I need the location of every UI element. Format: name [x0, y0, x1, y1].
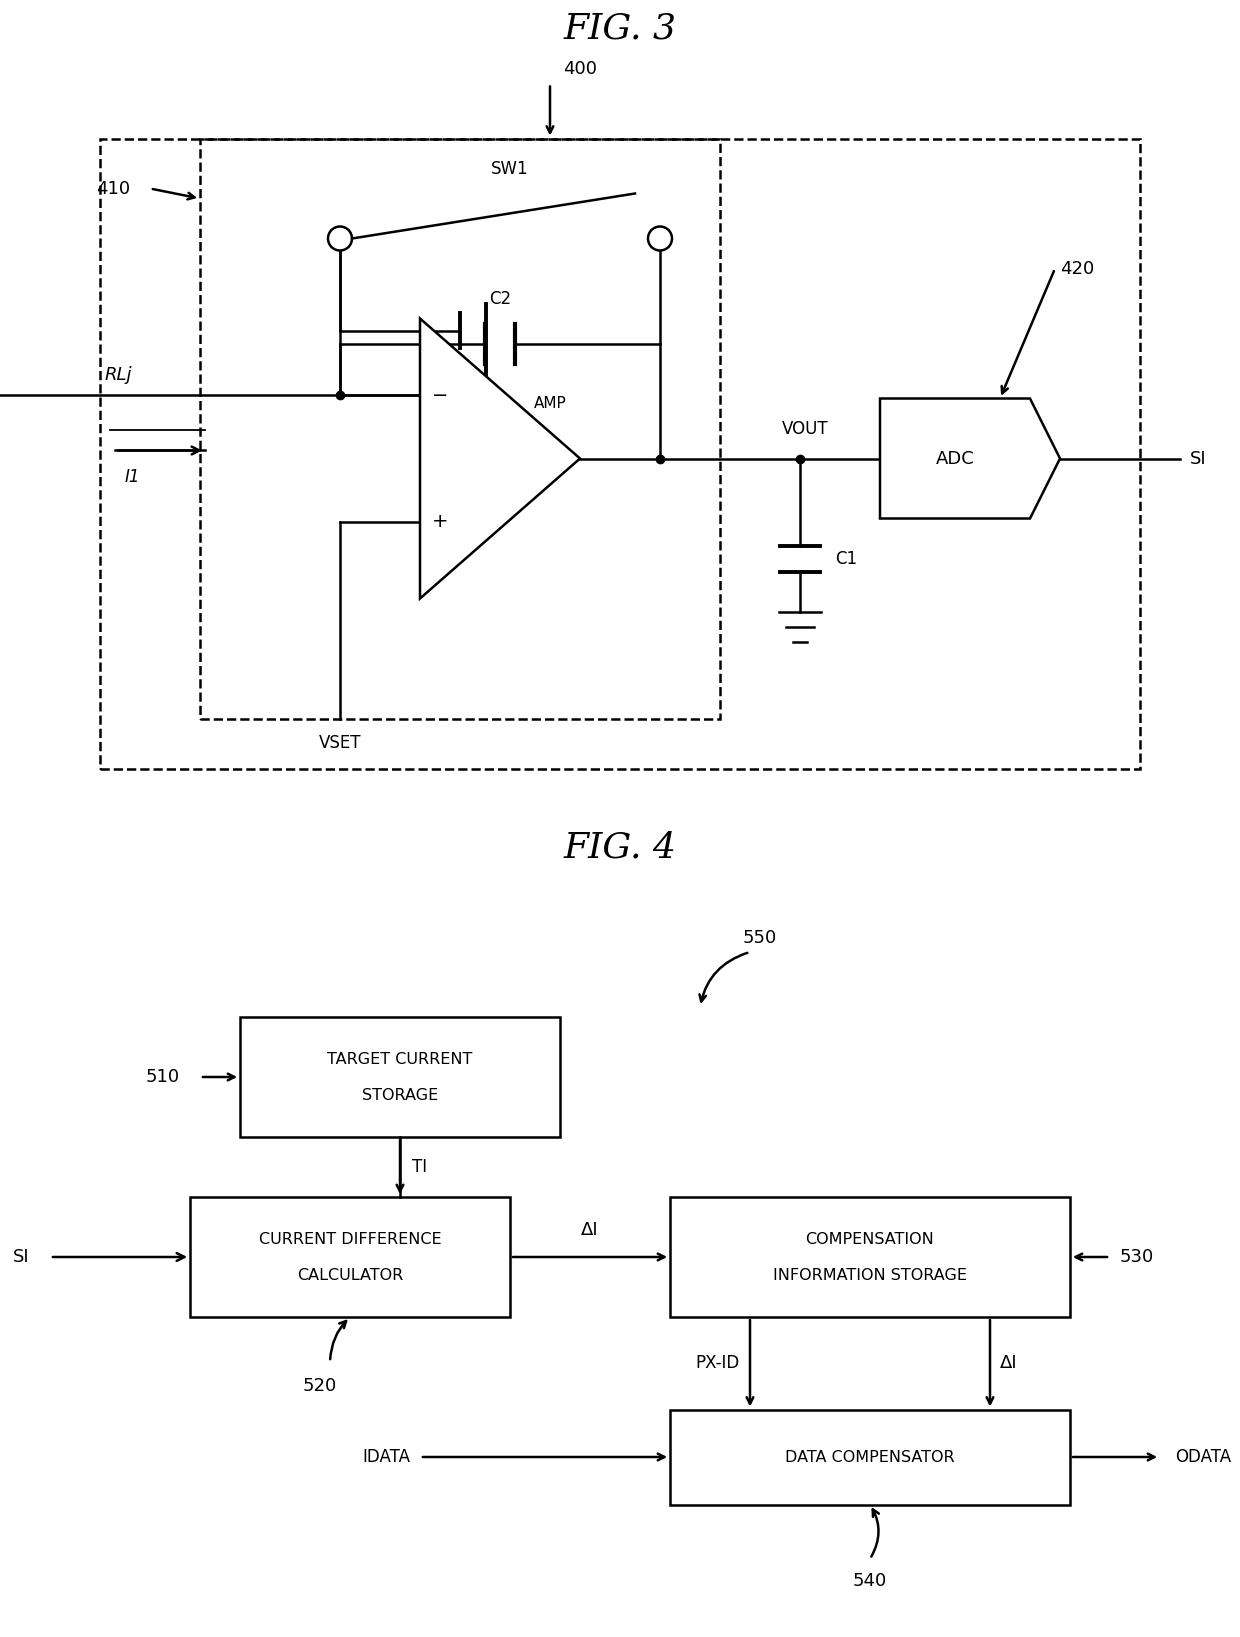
Text: 510: 510 [146, 1067, 180, 1085]
Polygon shape [420, 319, 580, 599]
Bar [190, 1197, 510, 1318]
Text: 550: 550 [743, 930, 777, 946]
Text: 420: 420 [1060, 260, 1094, 278]
Text: CURRENT DIFFERENCE: CURRENT DIFFERENCE [259, 1231, 441, 1246]
Text: VOUT: VOUT [781, 421, 828, 439]
Text: COMPENSATION: COMPENSATION [806, 1231, 935, 1246]
Text: 410: 410 [95, 180, 130, 198]
Text: 530: 530 [1120, 1247, 1154, 1265]
Text: AMP: AMP [533, 396, 567, 411]
Text: PX-ID: PX-ID [696, 1354, 740, 1372]
Text: −: − [432, 386, 448, 404]
Text: 520: 520 [303, 1377, 337, 1395]
Text: SI: SI [14, 1247, 30, 1265]
Text: ΔI: ΔI [582, 1221, 599, 1239]
Text: ΔI: ΔI [999, 1354, 1018, 1372]
Text: VSET: VSET [319, 733, 361, 751]
Text: I1: I1 [125, 468, 140, 486]
Text: DATA COMPENSATOR: DATA COMPENSATOR [785, 1449, 955, 1465]
Text: ODATA: ODATA [1176, 1449, 1231, 1467]
Text: 540: 540 [853, 1572, 887, 1590]
Bar [200, 139, 720, 719]
Bar [670, 1409, 1070, 1504]
Text: RLj: RLj [105, 365, 133, 383]
Text: ADC: ADC [936, 450, 975, 468]
Text: +: + [432, 512, 448, 530]
Text: FIG. 4: FIG. 4 [563, 830, 677, 864]
Text: TARGET CURRENT: TARGET CURRENT [327, 1051, 472, 1066]
Text: TI: TI [412, 1157, 427, 1175]
Bar [100, 139, 1140, 768]
Bar [670, 1197, 1070, 1318]
Text: C1: C1 [835, 550, 857, 568]
Text: CALCULATOR: CALCULATOR [296, 1267, 403, 1282]
Text: INFORMATION STORAGE: INFORMATION STORAGE [773, 1267, 967, 1282]
Polygon shape [880, 398, 1060, 519]
Text: SI: SI [1190, 450, 1207, 468]
Text: 400: 400 [563, 61, 596, 79]
Text: STORAGE: STORAGE [362, 1087, 438, 1102]
Text: SW1: SW1 [491, 160, 528, 178]
Text: IDATA: IDATA [362, 1449, 410, 1467]
Text: C2: C2 [489, 290, 511, 308]
Bar [241, 1017, 560, 1138]
Text: FIG. 3: FIG. 3 [563, 11, 677, 46]
